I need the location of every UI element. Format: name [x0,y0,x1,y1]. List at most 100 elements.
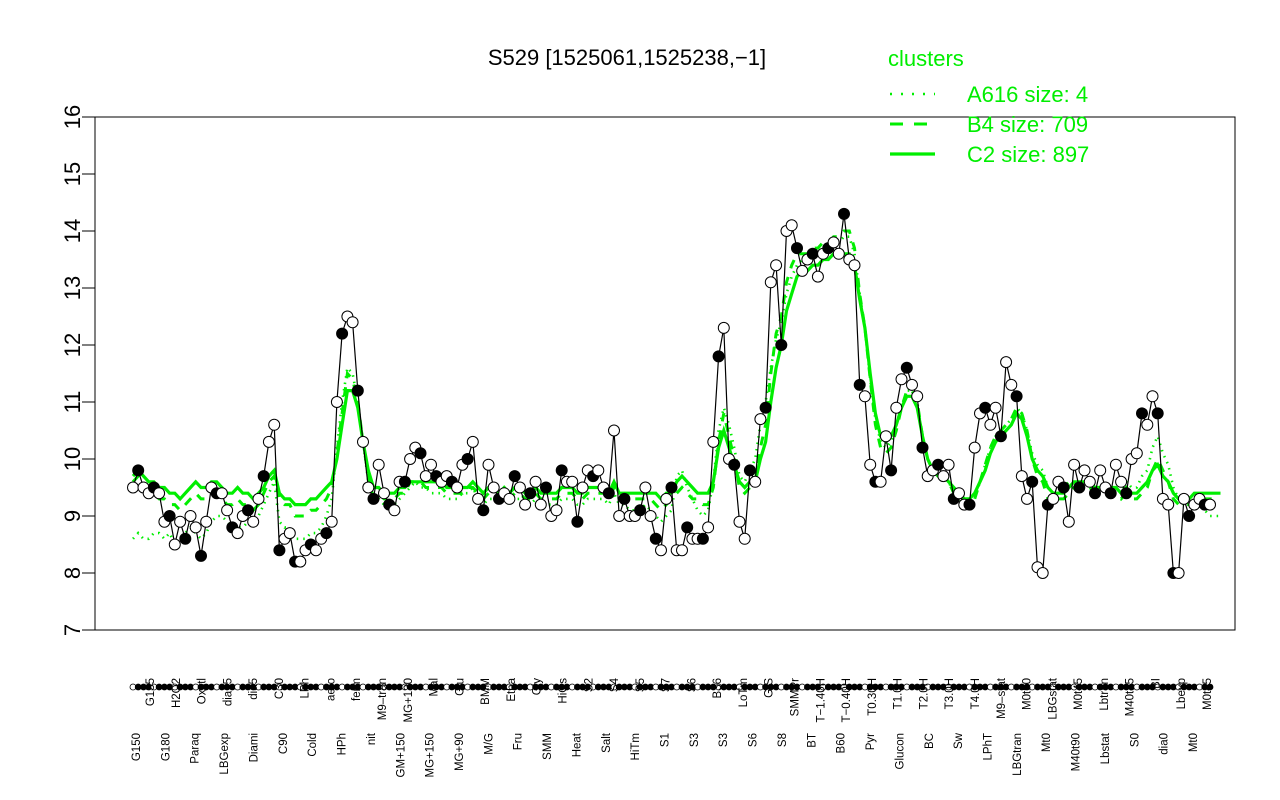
data-point [665,481,678,494]
data-point [963,498,976,511]
x-tick-label: BI [1150,678,1162,689]
x-tick-label: T2.0H [918,678,930,709]
data-point [937,470,950,483]
x-tick-label: MG+120 [403,678,415,722]
data-point [184,510,197,522]
data-point [325,515,338,528]
data-point [1094,464,1107,477]
data-point [367,492,380,505]
x-tick-label: S6 [686,678,698,692]
data-point [906,378,918,391]
x-tick-label: S7 [661,678,673,692]
data-point [398,475,411,488]
data-point [1015,470,1028,483]
data-point [791,242,803,255]
data-point [1010,390,1023,403]
y-tick-label: 9 [60,510,85,522]
data-point [890,401,903,414]
x-tick-label: C90 [278,733,290,754]
data-point [676,544,688,557]
data-point [759,401,772,414]
x-tick-label: S8 [777,733,789,747]
x-tick-label: BC [924,733,936,749]
x-axis: G135 H2O2 Oxctl dia15 dia5 C30 LPh aero ferm M9–t… [129,677,1214,777]
data-point [655,544,667,557]
x-tick-label: aero [326,678,338,701]
data-point [540,481,552,494]
data-point [336,327,349,340]
data-point [174,515,187,528]
x-tick-label: T−1.40H [815,678,827,722]
x-tick-label: HiTm [630,733,642,760]
data-point [351,384,364,397]
data-point [592,464,605,477]
data-point [247,515,260,528]
data-point [1151,407,1164,420]
legend-title: clusters [888,46,964,71]
data-point [770,259,783,272]
x-tick-label: MG+90 [454,733,466,771]
data-point [513,481,526,494]
data-point [550,504,563,517]
data-point [1057,481,1070,494]
data-point [932,458,945,471]
data-point [1073,481,1086,494]
data-point [743,464,756,477]
x-tick-label: Pyr [865,733,877,750]
x-tick-label: LPh [300,678,312,698]
data-point [916,441,929,454]
data-point [1089,487,1101,500]
data-point [1036,567,1049,579]
x-tick-label: S2 [583,678,595,692]
data-point [195,549,207,562]
data-point [879,430,892,443]
data-point [268,418,281,431]
data-point [477,504,490,517]
data-point [608,424,620,437]
x-tick-label: S5 [635,678,647,692]
x-tick-label: M9–tran [377,678,389,720]
data-point [1062,515,1075,528]
data-point [1021,492,1033,505]
data-point [1146,390,1159,403]
x-tick-label: Lbexp [1176,678,1188,709]
data-point [728,458,741,471]
data-point [262,435,275,448]
x-tick-label: Lbtran [1099,678,1111,711]
data-point [425,458,437,471]
data-point [127,481,139,494]
y-tick-label: 11 [60,391,85,414]
x-tick-label: S1 [660,733,672,747]
x-tick-label: LBGstat [1047,677,1059,719]
data-point [858,390,871,403]
x-tick-label: HPh [337,733,349,755]
data-point [294,555,307,568]
x-tick-label: M0t90 [1022,678,1034,710]
data-point [419,470,432,483]
x-tick-label: S6 [748,733,760,747]
x-tick-label: ferm [351,678,363,701]
x-tick-label: T−0.40H [841,678,853,722]
data-point [900,361,913,374]
x-tick-label: Paraq [190,733,202,764]
x-tick-label: S4 [609,677,621,692]
x-tick-label: G150 [131,733,143,761]
x-tick-label: G180 [160,733,172,761]
data-point [1172,567,1185,579]
y-tick-label: 8 [60,567,85,579]
data-point [1109,458,1122,471]
x-tick-label: Fru [513,733,525,750]
data-point [1000,356,1013,369]
data-point [989,401,1002,414]
y-axis: 7 8 9 10 11 12 13 14 15 16 [60,105,95,636]
series-line-solid [131,252,1221,507]
data-point [153,487,166,500]
data-point [524,487,537,500]
x-tick-label: G135 [145,678,157,706]
x-tick-label: dia5 [248,678,260,700]
data-point [503,492,516,505]
data-point [681,521,694,534]
x-tick-label: Glucon [894,733,906,769]
probe-line [132,213,1210,575]
data-point [231,527,244,540]
